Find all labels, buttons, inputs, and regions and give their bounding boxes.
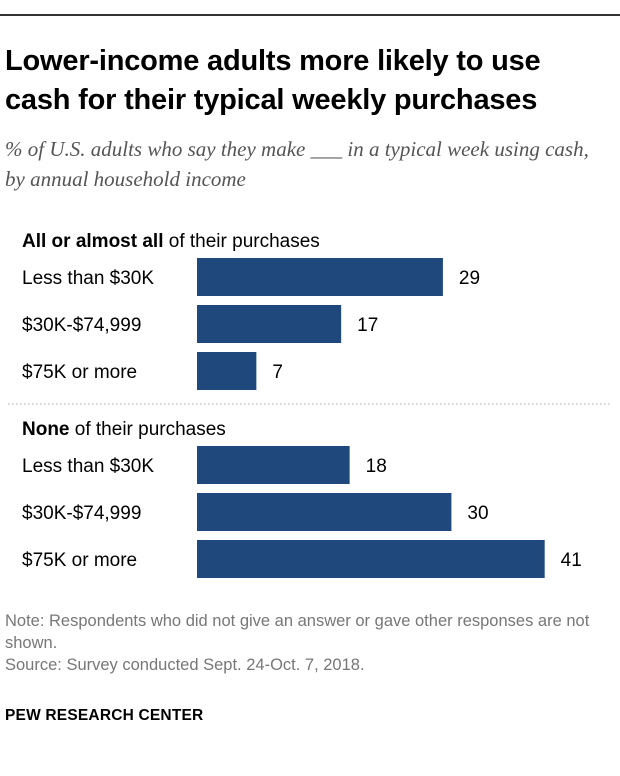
group-header-rest: of their purchases xyxy=(70,419,226,440)
category-label: Less than $30K xyxy=(22,456,154,477)
value-label: 17 xyxy=(357,315,378,336)
group-header-rest: of their purchases xyxy=(163,231,319,252)
category-label: $30K-$74,999 xyxy=(22,315,141,336)
notes-block: Note: Respondents who did not give an an… xyxy=(5,610,605,676)
category-label: $75K or more xyxy=(22,362,137,383)
group-header-2: None of their purchases xyxy=(22,419,226,440)
bar xyxy=(197,258,443,296)
source-text: Source: Survey conducted Sept. 24-Oct. 7… xyxy=(5,656,365,674)
top-rule xyxy=(0,14,620,16)
group-header-bold: None xyxy=(22,419,70,440)
chart-title: Lower-income adults more likely to use c… xyxy=(5,45,541,116)
category-label: $75K or more xyxy=(22,550,137,571)
bar xyxy=(197,493,452,531)
chart-subtitle: % of U.S. adults who say they make ___ i… xyxy=(5,137,589,191)
value-label: 41 xyxy=(561,550,582,571)
group-header-bold: All or almost all xyxy=(22,231,163,252)
bar xyxy=(197,352,257,390)
group-header-1: All or almost all of their purchases xyxy=(22,231,320,252)
pew-logo-text: PEW RESEARCH CENTER xyxy=(5,707,204,724)
bar xyxy=(197,446,350,484)
value-label: 30 xyxy=(467,503,488,524)
value-label: 29 xyxy=(459,268,480,289)
note-text: Note: Respondents who did not give an an… xyxy=(5,612,590,652)
value-label: 7 xyxy=(272,362,283,383)
value-label: 18 xyxy=(366,456,387,477)
bar xyxy=(197,540,545,578)
bar xyxy=(197,305,342,343)
category-label: Less than $30K xyxy=(22,268,154,289)
bar-chart: All or almost all of their purchases Less… xyxy=(8,231,612,578)
category-label: $30K-$74,999 xyxy=(22,503,141,524)
